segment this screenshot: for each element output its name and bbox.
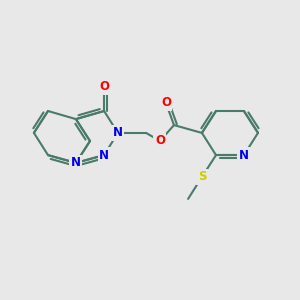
Text: O: O xyxy=(161,96,171,110)
Text: N: N xyxy=(239,148,249,162)
Text: S: S xyxy=(198,170,206,184)
Text: N: N xyxy=(113,126,123,140)
Text: N: N xyxy=(71,156,81,170)
Text: N: N xyxy=(99,148,109,162)
Text: O: O xyxy=(99,80,109,94)
Text: O: O xyxy=(155,134,165,148)
